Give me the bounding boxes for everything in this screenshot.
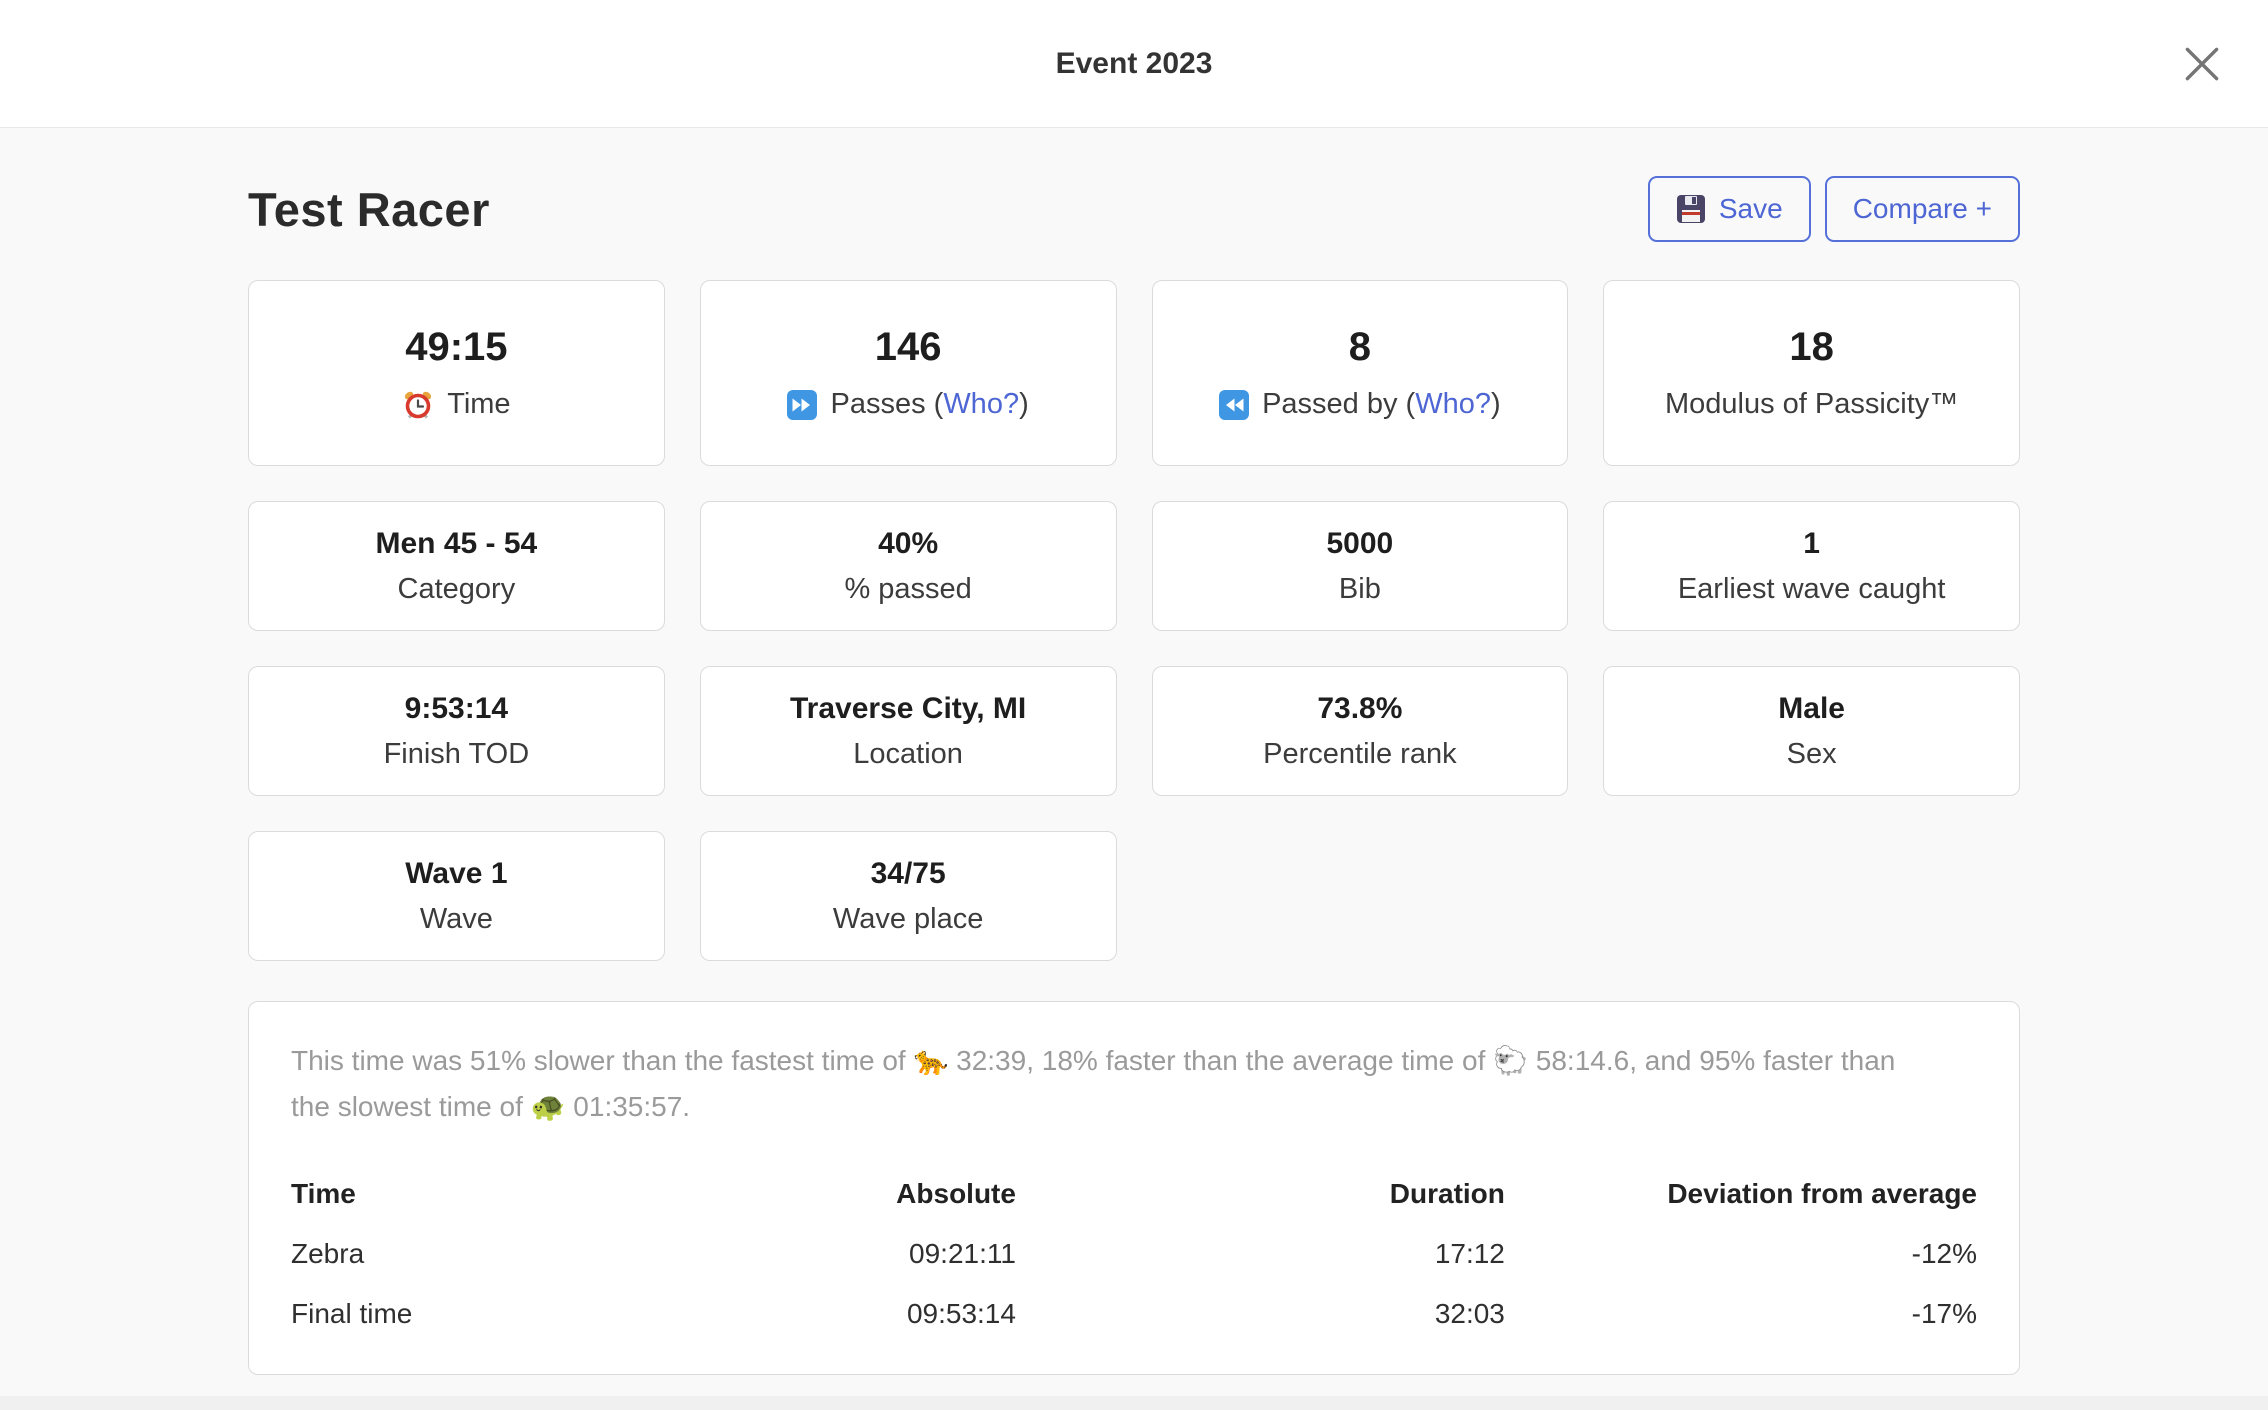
- fast-forward-icon: [787, 389, 818, 420]
- stat-label: Wave: [419, 902, 493, 935]
- cell-deviation: -17%: [1911, 1297, 1977, 1329]
- stats-grid: 49:15 Time 146: [248, 280, 2020, 961]
- stat-value: Wave 1: [405, 856, 508, 890]
- stat-label-text: Passes (Who?): [830, 388, 1029, 420]
- modal-body: Test Racer Save Compare +: [0, 176, 2268, 1375]
- passes-who-link[interactable]: Who?: [943, 388, 1020, 420]
- stat-label: Time: [402, 388, 511, 421]
- stat-label: Category: [397, 572, 516, 605]
- compare-button-label: Compare +: [1852, 193, 1992, 224]
- stat-label-text: Time: [447, 388, 511, 420]
- rewind-icon: [1219, 389, 1250, 420]
- modal-header: Event 2023: [0, 0, 2268, 128]
- stat-card-passes: 146 Passes (Who?): [699, 280, 1117, 466]
- stat-card-sex: Male Sex: [1603, 666, 2020, 796]
- stat-label: Passes (Who?): [787, 388, 1029, 421]
- heading-row: Test Racer Save Compare +: [248, 176, 2020, 242]
- summary-text: This time was 51% slower than the fastes…: [291, 1045, 1896, 1122]
- alarm-clock-icon: [402, 389, 434, 421]
- stat-value: 1: [1803, 526, 1820, 560]
- stat-label: Bib: [1338, 572, 1381, 605]
- stat-card-percent-passed: 40% % passed: [699, 501, 1117, 631]
- stat-label-text: Passed by (Who?): [1262, 388, 1501, 420]
- stat-value: Men 45 - 54: [375, 526, 538, 560]
- stat-label: Location: [853, 737, 963, 770]
- stat-card-modulus: 18 Modulus of Passicity™: [1603, 280, 2020, 466]
- page-background-strip: [0, 1396, 2268, 1410]
- stat-value: 49:15: [405, 325, 508, 369]
- stat-value: 8: [1348, 325, 1371, 369]
- racer-name: Test Racer: [248, 182, 490, 236]
- stat-value: Traverse City, MI: [790, 691, 1027, 725]
- stat-value: 18: [1789, 325, 1834, 369]
- stat-value: 5000: [1326, 526, 1394, 560]
- close-button[interactable]: [2180, 42, 2224, 86]
- stat-label: Passed by (Who?): [1219, 388, 1501, 421]
- table-header-row: Time Absolute Duration Deviation from av…: [291, 1164, 1977, 1224]
- stat-card-wave: Wave 1 Wave: [248, 831, 665, 961]
- passed-by-who-link[interactable]: Who?: [1415, 388, 1491, 420]
- header-absolute: Absolute: [896, 1177, 1016, 1209]
- stat-card-bib: 5000 Bib: [1151, 501, 1569, 631]
- cell-absolute: 09:21:11: [909, 1237, 1016, 1269]
- stat-value: Male: [1778, 691, 1845, 725]
- cell-split-name: Final time: [291, 1297, 413, 1329]
- modal-title: Event 2023: [1055, 46, 1213, 80]
- stat-label: Wave place: [832, 902, 984, 935]
- floppy-disk-icon: [1676, 194, 1706, 224]
- stat-value: 9:53:14: [404, 691, 509, 725]
- cell-duration: 32:03: [1434, 1297, 1505, 1329]
- stat-value: 73.8%: [1317, 691, 1403, 725]
- stat-label: Earliest wave caught: [1677, 572, 1946, 605]
- stat-label: % passed: [844, 572, 972, 605]
- save-button[interactable]: Save: [1647, 176, 1811, 242]
- table-row: Zebra 09:21:11 17:12 -12%: [291, 1224, 1977, 1284]
- cell-deviation: -12%: [1911, 1237, 1977, 1269]
- table-row: Final time 09:53:14 32:03 -17%: [291, 1284, 1977, 1344]
- cell-absolute: 09:53:14: [906, 1297, 1016, 1329]
- stat-label: Finish TOD: [383, 737, 530, 770]
- stat-card-finish-tod: 9:53:14 Finish TOD: [248, 666, 665, 796]
- stat-label: Percentile rank: [1263, 737, 1457, 770]
- cell-split-name: Zebra: [291, 1237, 365, 1269]
- stat-card-location: Traverse City, MI Location: [699, 666, 1117, 796]
- stat-value: 34/75: [870, 856, 946, 890]
- stat-label: Sex: [1786, 737, 1837, 770]
- splits-table: Time Absolute Duration Deviation from av…: [291, 1164, 1977, 1344]
- stat-label: Modulus of Passicity™: [1665, 388, 1958, 421]
- compare-button[interactable]: Compare +: [1824, 176, 2020, 242]
- header-duration: Duration: [1389, 1177, 1505, 1209]
- summary-panel: This time was 51% slower than the fastes…: [248, 1001, 2020, 1375]
- stat-card-percentile-rank: 73.8% Percentile rank: [1151, 666, 1569, 796]
- stat-card-earliest-wave: 1 Earliest wave caught: [1603, 501, 2020, 631]
- stat-label-text: Modulus of Passicity™: [1664, 388, 1959, 420]
- stat-card-passed-by: 8 Passed by (Who?): [1151, 280, 1569, 466]
- cell-duration: 17:12: [1434, 1237, 1505, 1269]
- close-icon: [2184, 46, 2220, 82]
- stat-value: 146: [874, 325, 942, 369]
- stat-card-time: 49:15 Time: [248, 280, 665, 466]
- stat-value: 40%: [878, 526, 939, 560]
- header-deviation: Deviation from average: [1667, 1177, 1977, 1209]
- action-buttons: Save Compare +: [1647, 176, 2020, 242]
- save-button-label: Save: [1718, 193, 1783, 224]
- stat-card-category: Men 45 - 54 Category: [248, 501, 665, 631]
- stat-card-wave-place: 34/75 Wave place: [699, 831, 1117, 961]
- header-time: Time: [291, 1177, 356, 1209]
